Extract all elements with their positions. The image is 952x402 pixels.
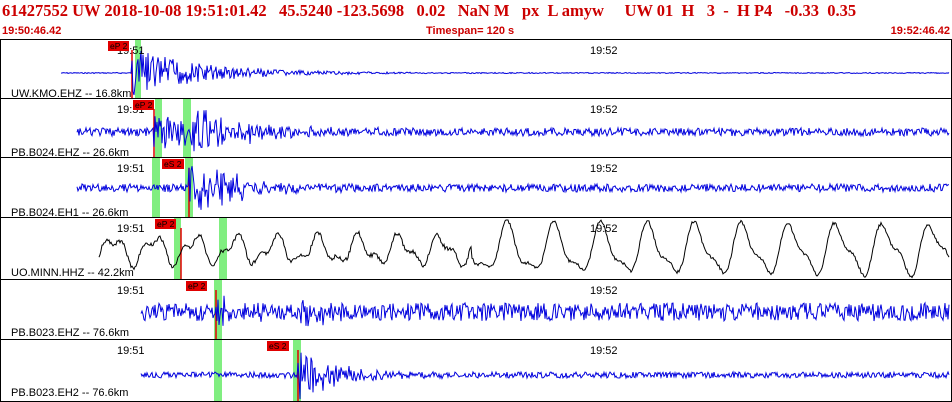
pick-marker[interactable]: eP 2 (108, 41, 130, 51)
station-label: PB.B024.EH1 -- 26.6km (11, 207, 129, 218)
pick-marker[interactable]: eS 2 (162, 159, 184, 169)
seismogram-panels: 19:51 19:52 eP 2 UW.KMO.EHZ -- 16.8km 19… (0, 39, 952, 402)
start-time: 19:50:46.42 (2, 25, 62, 37)
waveform-trace (98, 218, 950, 280)
waveform-panel[interactable]: 19:51 19:52 eP 2 UW.KMO.EHZ -- 16.8km (0, 39, 952, 99)
waveform-panel[interactable]: 19:51 19:52 eP 2 PB.B023.EHZ -- 76.6km (0, 279, 952, 340)
seismic-trace (76, 110, 950, 152)
tick-label-1: 19:51 (117, 285, 145, 297)
tick-label-2: 19:52 (590, 223, 618, 235)
seismic-trace (76, 166, 949, 210)
waveform-panel[interactable]: 19:51 19:52 eP 2 UO.MINN.HHZ -- 42.2km (0, 217, 952, 280)
processing-window (174, 218, 181, 280)
waveform-trace (140, 280, 950, 340)
tick-label-2: 19:52 (590, 104, 618, 116)
tick-label-2: 19:52 (590, 163, 618, 175)
station-label: PB.B024.EHZ -- 26.6km (11, 147, 129, 158)
seismic-trace (60, 50, 950, 96)
tick-label-2: 19:52 (590, 345, 618, 357)
tick-label-1: 19:51 (117, 223, 145, 235)
header-bar: 61427552 UW 2018-10-08 19:51:01.42 45.52… (0, 0, 952, 37)
waveform-trace (76, 99, 950, 158)
pick-marker[interactable]: eP 2 (133, 100, 155, 110)
waveform-panel[interactable]: 19:51 19:52 eP 2 PB.B024.EHZ -- 26.6km (0, 98, 952, 158)
event-title: 61427552 UW 2018-10-08 19:51:01.42 45.52… (2, 1, 857, 20)
tick-label-1: 19:51 (117, 163, 145, 175)
seismic-trace (98, 219, 950, 279)
seismic-trace (140, 352, 950, 400)
waveform-trace (140, 340, 950, 401)
waveform-panel[interactable]: 19:51 19:52 eS 2 PB.B023.EH2 -- 76.6km (0, 339, 952, 402)
tick-label-2: 19:52 (590, 45, 618, 57)
pick-marker[interactable]: eP 2 (186, 281, 208, 291)
pick-marker[interactable]: eP 2 (155, 219, 177, 229)
waveform-panel[interactable]: 19:51 19:52 eS 2 PB.B024.EH1 -- 26.6km (0, 157, 952, 218)
pick-marker[interactable]: eS 2 (267, 341, 289, 351)
station-label: PB.B023.EHZ -- 76.6km (11, 327, 129, 339)
waveform-trace (60, 40, 950, 99)
tick-label-1: 19:51 (117, 345, 145, 357)
station-label: UO.MINN.HHZ -- 42.2km (11, 267, 134, 279)
processing-window (183, 99, 191, 158)
timespan-label: Timespan= 120 s (426, 25, 515, 37)
end-time: 19:52:46.42 (890, 25, 950, 37)
seismic-trace (140, 295, 950, 327)
processing-window (219, 218, 227, 280)
processing-window (214, 340, 222, 401)
station-label: PB.B023.EH2 -- 76.6km (11, 387, 129, 399)
waveform-trace (76, 158, 949, 218)
station-label: UW.KMO.EHZ -- 16.8km (11, 88, 132, 99)
tick-label-2: 19:52 (590, 285, 618, 297)
